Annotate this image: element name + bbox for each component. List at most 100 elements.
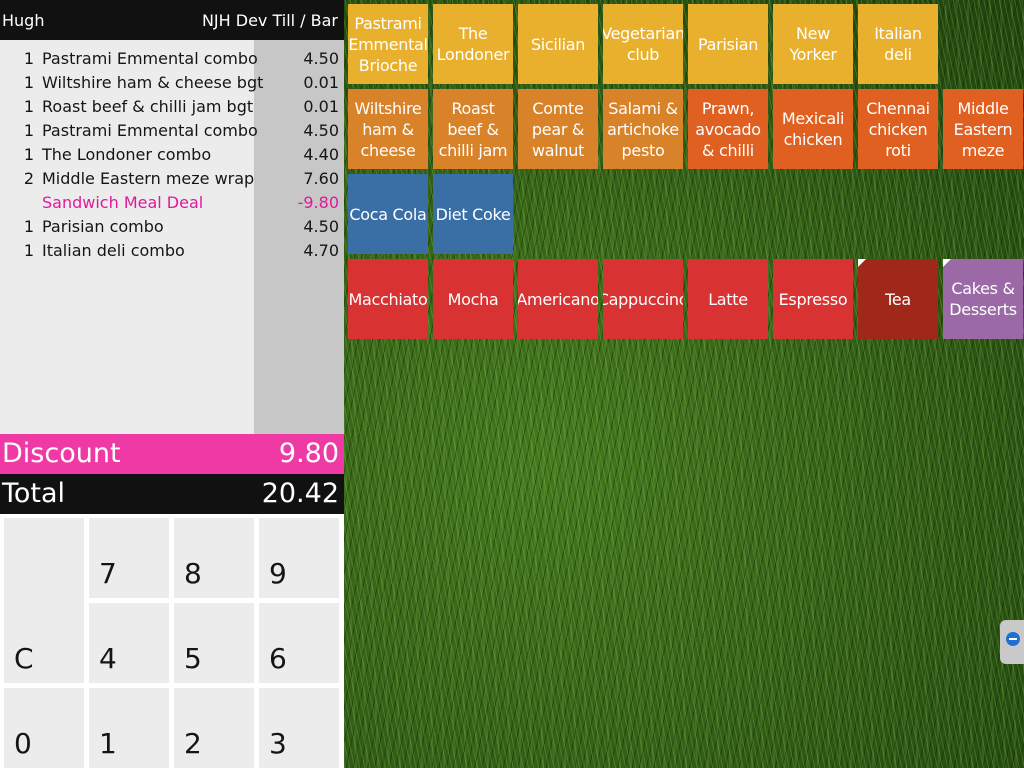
order-list[interactable]: 1 Pastrami Emmental combo 4.50 1 Wiltshire h… bbox=[0, 40, 344, 434]
product-tile-label: The Londoner bbox=[436, 24, 510, 64]
key-4[interactable]: 4 bbox=[89, 603, 169, 683]
product-tile-label: Cappuccino bbox=[603, 289, 683, 309]
order-line-qty: 1 bbox=[23, 49, 34, 68]
product-tile[interactable]: Tea bbox=[858, 259, 938, 339]
order-line[interactable]: 1 Roast beef & chilli jam bgt 0.01 bbox=[0, 95, 344, 119]
order-line-name: Wiltshire ham & cheese bgt bbox=[42, 73, 264, 92]
product-tile[interactable]: Mexicali chicken bbox=[773, 89, 853, 169]
product-tile-label: Wiltshire ham & cheese bbox=[354, 98, 422, 160]
product-tile-label: New Yorker bbox=[789, 24, 837, 64]
order-line-price: 4.70 bbox=[303, 241, 339, 260]
product-tile-label: Prawn, avocado & chilli bbox=[695, 98, 761, 160]
order-line[interactable]: 1 Parisian combo 4.50 bbox=[0, 215, 344, 239]
product-tile[interactable]: Pastrami Emmental Brioche bbox=[348, 4, 428, 84]
product-tile[interactable]: Cappuccino bbox=[603, 259, 683, 339]
product-tile[interactable]: Espresso bbox=[773, 259, 853, 339]
product-tile[interactable]: Macchiato bbox=[348, 259, 428, 339]
order-line-price: -9.80 bbox=[297, 193, 339, 212]
order-line[interactable]: 1 Wiltshire ham & cheese bgt 0.01 bbox=[0, 71, 344, 95]
order-line-qty: 1 bbox=[23, 217, 34, 236]
remote-support-tab[interactable] bbox=[1000, 620, 1024, 664]
order-line-qty: 1 bbox=[23, 73, 34, 92]
order-line[interactable]: 1 Italian deli combo 4.70 bbox=[0, 239, 344, 263]
product-tile-label: Vegetarian club bbox=[603, 24, 683, 64]
order-line[interactable]: 1 Pastrami Emmental combo 4.50 bbox=[0, 47, 344, 71]
product-tile[interactable]: Parisian bbox=[688, 4, 768, 84]
product-tile-label: Cakes & Desserts bbox=[949, 279, 1017, 319]
product-tile-label: Chennai chicken roti bbox=[866, 98, 930, 160]
key-3[interactable]: 3 bbox=[259, 688, 339, 768]
order-line[interactable]: 1 Pastrami Emmental combo 4.50 bbox=[0, 119, 344, 143]
product-tile-label: Mocha bbox=[447, 289, 499, 309]
order-line-price: 4.50 bbox=[303, 217, 339, 236]
total-bar: Total 20.42 bbox=[0, 474, 344, 514]
total-label: Total bbox=[2, 478, 66, 509]
product-tile-label: Americano bbox=[518, 289, 598, 309]
product-tile[interactable]: Vegetarian club bbox=[603, 4, 683, 84]
product-tile-label: Tea bbox=[885, 289, 911, 309]
order-panel: Hugh NJH Dev Till / Bar 1 Pastrami Emment… bbox=[0, 0, 344, 768]
product-tile[interactable]: Salami & artichoke pesto bbox=[603, 89, 683, 169]
order-line-name: Pastrami Emmental combo bbox=[42, 49, 258, 68]
till-name: NJH Dev Till / Bar bbox=[201, 11, 338, 30]
product-tile[interactable]: Comte pear & walnut bbox=[518, 89, 598, 169]
product-tile-label: Macchiato bbox=[348, 289, 428, 309]
product-tile[interactable]: Roast beef & chilli jam bbox=[433, 89, 513, 169]
product-tile[interactable]: Diet Coke bbox=[433, 174, 513, 254]
key-7[interactable]: 7 bbox=[89, 518, 169, 598]
key-6[interactable]: 6 bbox=[259, 603, 339, 683]
order-line-deal[interactable]: Sandwich Meal Deal -9.80 bbox=[0, 191, 344, 215]
order-line-qty: 1 bbox=[23, 145, 34, 164]
product-tile-label: Mexicali chicken bbox=[781, 109, 845, 149]
order-line-price: 0.01 bbox=[303, 97, 339, 116]
order-line-price: 4.50 bbox=[303, 121, 339, 140]
order-line-name: Middle Eastern meze wrap bbox=[42, 169, 255, 188]
product-tile[interactable]: Americano bbox=[518, 259, 598, 339]
product-tile[interactable]: Sicilian bbox=[518, 4, 598, 84]
product-tile-label: Middle Eastern meze bbox=[953, 98, 1013, 160]
numeric-keypad: C 7 8 9 4 5 6 0 1 2 3 bbox=[0, 514, 344, 768]
user-name: Hugh bbox=[2, 11, 45, 30]
order-line[interactable]: 2 Middle Eastern meze wrap 7.60 bbox=[0, 167, 344, 191]
product-tile[interactable]: Latte bbox=[688, 259, 768, 339]
order-line-price: 0.01 bbox=[303, 73, 339, 92]
key-clear[interactable]: C bbox=[4, 518, 84, 683]
product-tile[interactable]: Coca Cola bbox=[348, 174, 428, 254]
order-line-name: The Londoner combo bbox=[42, 145, 212, 164]
order-line[interactable]: 1 The Londoner combo 4.40 bbox=[0, 143, 344, 167]
discount-label: Discount bbox=[2, 438, 121, 469]
total-value: 20.42 bbox=[261, 478, 339, 509]
key-0[interactable]: 0 bbox=[4, 688, 84, 768]
key-2[interactable]: 2 bbox=[174, 688, 254, 768]
order-line-name: Roast beef & chilli jam bgt bbox=[42, 97, 254, 116]
product-tile[interactable]: Chennai chicken roti bbox=[858, 89, 938, 169]
key-1[interactable]: 1 bbox=[89, 688, 169, 768]
order-line-qty: 1 bbox=[23, 241, 34, 260]
key-8[interactable]: 8 bbox=[174, 518, 254, 598]
product-tile[interactable]: New Yorker bbox=[773, 4, 853, 84]
product-tile[interactable]: Wiltshire ham & cheese bbox=[348, 89, 428, 169]
product-tile[interactable]: Italian deli bbox=[858, 4, 938, 84]
product-tile[interactable]: Mocha bbox=[433, 259, 513, 339]
key-5[interactable]: 5 bbox=[174, 603, 254, 683]
product-tile-label: Italian deli bbox=[874, 24, 922, 64]
order-line-name: Sandwich Meal Deal bbox=[42, 193, 204, 212]
product-tile-label: Roast beef & chilli jam bbox=[438, 98, 508, 160]
product-tile[interactable]: Middle Eastern meze bbox=[943, 89, 1023, 169]
discount-bar: Discount 9.80 bbox=[0, 434, 344, 474]
order-line-name: Pastrami Emmental combo bbox=[42, 121, 258, 140]
teamviewer-icon bbox=[1006, 632, 1020, 646]
product-tile-label: Diet Coke bbox=[435, 204, 511, 224]
order-line-qty: 1 bbox=[23, 97, 34, 116]
product-tile-label: Parisian bbox=[697, 34, 759, 54]
discount-value: 9.80 bbox=[278, 438, 339, 469]
header-bar: Hugh NJH Dev Till / Bar bbox=[0, 0, 344, 40]
product-tile[interactable]: Prawn, avocado & chilli bbox=[688, 89, 768, 169]
product-tile-label: Sicilian bbox=[530, 34, 586, 54]
product-tile-label: Pastrami Emmental Brioche bbox=[348, 13, 428, 75]
product-tile-label: Coca Cola bbox=[349, 204, 427, 224]
product-tile[interactable]: The Londoner bbox=[433, 4, 513, 84]
key-9[interactable]: 9 bbox=[259, 518, 339, 598]
product-tile[interactable]: Cakes & Desserts bbox=[943, 259, 1023, 339]
order-line-qty: 1 bbox=[23, 121, 34, 140]
